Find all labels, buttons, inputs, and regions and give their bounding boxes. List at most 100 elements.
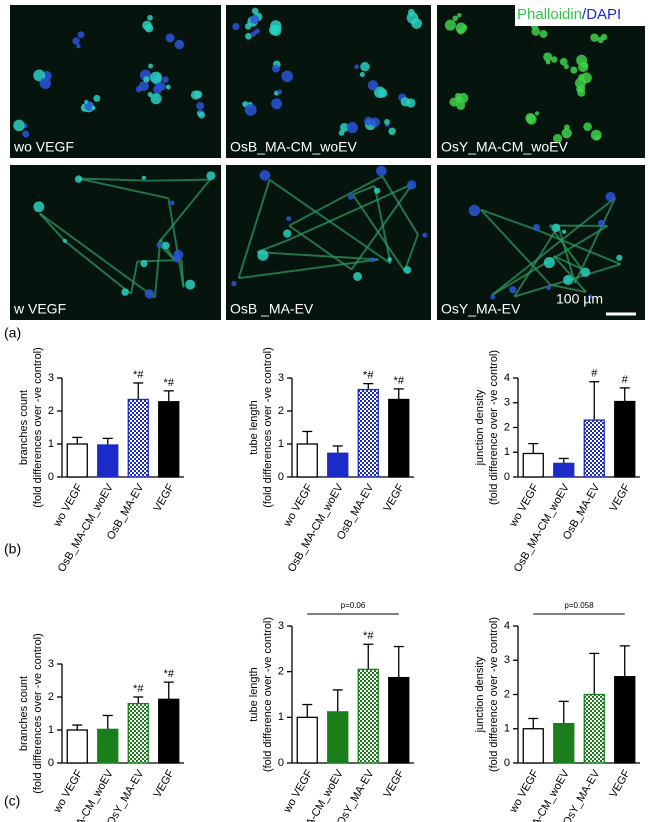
- cell: [378, 88, 388, 98]
- y-axis-label: (fold difference over -ve control): [262, 617, 274, 772]
- x-tick-label: VEGF: [607, 482, 633, 514]
- cell: [135, 85, 142, 93]
- cell: [150, 93, 162, 105]
- x-tick-label: wo VEGF: [507, 768, 542, 816]
- cell: [270, 24, 282, 36]
- cell: [456, 100, 466, 110]
- y-tick-label: 1: [48, 724, 54, 736]
- y-tick-label: 2: [504, 688, 510, 700]
- cell: [33, 201, 45, 213]
- significance: #: [622, 374, 629, 386]
- cell: [141, 175, 147, 180]
- cell-network: [78, 177, 151, 182]
- cell-network: [381, 175, 419, 236]
- y-tick-label: 2: [278, 666, 284, 678]
- cell: [91, 105, 96, 111]
- legend-sep: /: [582, 6, 587, 23]
- cell: [543, 52, 553, 62]
- image-label: OsB_MA-CM_woEV: [230, 139, 357, 155]
- y-tick-label: 0: [48, 757, 54, 769]
- y-axis-label: junction density: [474, 656, 486, 733]
- y-axis-label: (fold differences over -ve control): [262, 347, 274, 508]
- cell: [559, 57, 568, 66]
- cell-network: [491, 197, 616, 296]
- cell: [281, 70, 293, 83]
- cell-network: [403, 234, 419, 272]
- cell-network: [480, 208, 538, 232]
- significance: #: [591, 368, 598, 380]
- y-tick-label: 1: [278, 711, 284, 723]
- cell: [444, 19, 456, 31]
- cell-network: [157, 179, 211, 244]
- cell-network: [237, 179, 271, 279]
- panel-label: (a): [4, 325, 21, 341]
- cell-network: [38, 212, 67, 243]
- cell: [367, 80, 379, 91]
- cell: [245, 32, 252, 40]
- y-tick-label: 0: [504, 471, 510, 483]
- cell: [250, 15, 259, 24]
- cell-network: [167, 198, 185, 288]
- y-axis-label: branches count: [18, 390, 30, 465]
- x-tick-label: OsB_MA-CM_woEV: [512, 481, 573, 574]
- significance: *#: [164, 668, 175, 680]
- cell: [143, 76, 150, 83]
- cell: [531, 27, 541, 36]
- bar: [388, 676, 410, 764]
- y-axis-label: (fold difference over -ve control): [488, 617, 500, 772]
- bar: [553, 722, 575, 764]
- cell-network: [78, 177, 169, 200]
- cell: [370, 117, 380, 128]
- cell: [232, 22, 240, 31]
- y-tick-label: 3: [48, 658, 54, 670]
- y-tick-label: 3: [48, 372, 54, 384]
- cell: [561, 128, 572, 139]
- micrograph: [226, 5, 431, 158]
- cell-network: [65, 241, 132, 295]
- cell: [286, 216, 292, 222]
- y-tick-label: 0: [278, 757, 284, 769]
- cell: [407, 180, 417, 190]
- x-tick-label: OsB_MA-CM_woEV: [286, 481, 347, 574]
- cell: [173, 249, 184, 260]
- cell: [376, 165, 387, 177]
- bar: [158, 698, 180, 764]
- y-axis-label: tube length: [248, 667, 260, 721]
- cell: [490, 294, 496, 300]
- image-label: OsY_MA-CM_woEV: [441, 139, 568, 155]
- cell-network: [130, 261, 139, 295]
- cell: [257, 249, 269, 261]
- cell: [457, 96, 464, 103]
- cell: [590, 33, 599, 42]
- cell: [93, 94, 101, 102]
- cell: [259, 170, 271, 181]
- cell: [374, 187, 381, 194]
- panel-label: (b): [4, 541, 21, 557]
- micrograph: [437, 165, 645, 320]
- cell: [22, 130, 30, 138]
- x-tick-label: wo VEGF: [281, 482, 316, 530]
- bar: [357, 388, 379, 478]
- cell: [422, 232, 428, 238]
- cell: [153, 84, 163, 94]
- cell-network: [550, 283, 587, 294]
- bar: [97, 728, 119, 764]
- cell: [576, 54, 588, 66]
- p-value: p=0.058: [564, 601, 594, 610]
- cell-network: [288, 224, 353, 271]
- cell: [140, 259, 148, 268]
- y-axis-label: (fold differences over -ve control): [32, 633, 44, 794]
- y-tick-label: 1: [278, 438, 284, 450]
- y-tick-label: 3: [278, 372, 284, 384]
- image-label: wo VEGF: [13, 139, 74, 155]
- bar: [614, 676, 636, 764]
- cell-network: [552, 255, 587, 293]
- significance: *#: [164, 377, 175, 389]
- cell: [76, 43, 81, 49]
- y-tick-label: 1: [48, 438, 54, 450]
- x-tick-label: wo VEGF: [507, 482, 542, 530]
- x-tick-label: OsB_MA-CM_woEV: [56, 481, 117, 574]
- cell: [388, 127, 396, 136]
- cell-network: [351, 194, 406, 272]
- y-axis-label: branches count: [18, 676, 30, 751]
